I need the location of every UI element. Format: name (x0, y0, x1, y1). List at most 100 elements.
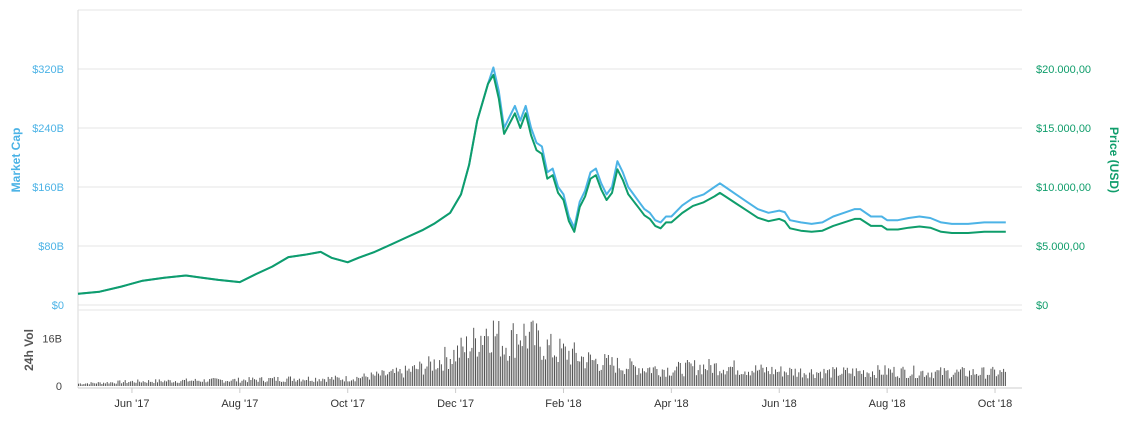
volume-bar (457, 345, 458, 386)
volume-bar (494, 336, 496, 386)
x-tick-label: Jun '18 (762, 398, 797, 410)
volume-bar (816, 372, 818, 386)
volume-bar (888, 368, 890, 386)
volume-bar (311, 380, 313, 386)
volume-bar (376, 371, 378, 386)
volume-bar (940, 367, 942, 386)
volume-bar (480, 335, 482, 386)
volume-bar (593, 360, 595, 386)
volume-bar (952, 374, 954, 386)
x-tick-label: Dec '17 (437, 398, 474, 410)
volume-bar (329, 378, 331, 386)
volume-bar (907, 377, 909, 386)
volume-bar (503, 354, 505, 386)
volume-bar (582, 356, 584, 386)
volume-bar (451, 364, 453, 386)
volume-bar (390, 370, 392, 386)
volume-bar (782, 376, 784, 386)
x-tick-label: Oct '17 (330, 398, 365, 410)
volume-bar (201, 381, 203, 386)
volume-bars (78, 320, 1006, 386)
volume-bar (113, 383, 115, 386)
volume-bar (410, 371, 412, 386)
volume-bar (660, 376, 661, 386)
volume-bar (785, 372, 787, 386)
volume-bar (803, 373, 805, 386)
volume-bar (539, 346, 541, 386)
volume-bar (471, 347, 473, 386)
volume-bar (171, 382, 173, 386)
volume-bar (140, 382, 142, 386)
volume-tick-label: 16B (42, 334, 62, 346)
volume-bar (854, 376, 855, 386)
volume-bar (721, 373, 723, 386)
volume-bar (354, 381, 356, 386)
volume-bar (507, 360, 509, 386)
volume-bar (699, 364, 701, 386)
volume-bar (198, 380, 200, 386)
volume-bar (649, 367, 651, 386)
volume-bar (464, 352, 466, 386)
volume-bar (325, 381, 327, 386)
volume-bar (295, 381, 297, 386)
volume-bar (690, 363, 692, 386)
x-tick-label: Aug '17 (221, 398, 258, 410)
right-tick-label: $10.000,00 (1036, 182, 1091, 194)
volume-bar (827, 370, 829, 386)
volume-bar (870, 376, 872, 386)
volume-bar (259, 377, 261, 386)
volume-bar (602, 365, 604, 386)
volume-bar (638, 368, 640, 386)
volume-bar (144, 382, 146, 386)
volume-bar (740, 374, 742, 386)
volume-bar (726, 371, 728, 386)
volume-bar (559, 338, 561, 386)
volume-bar (722, 369, 724, 386)
volume-bar (158, 379, 160, 386)
left-tick-label: $160B (32, 182, 64, 194)
volume-bar (879, 369, 881, 386)
volume-bar (692, 366, 694, 386)
volume-bar (306, 380, 308, 386)
volume-bar (509, 356, 511, 386)
volume-bar (270, 378, 272, 386)
volume-bar (839, 374, 841, 386)
left-tick-label: $320B (32, 64, 64, 76)
volume-bar (965, 375, 967, 386)
price-line (77, 73, 1006, 295)
volume-bar (651, 373, 652, 386)
volume-bar (620, 370, 622, 386)
volume-bar (501, 345, 503, 386)
volume-bar (322, 378, 324, 386)
volume-bar (298, 378, 300, 386)
volume-bar (343, 381, 345, 386)
volume-bar (685, 362, 687, 386)
volume-axis-title: 24h Vol (22, 329, 36, 371)
volume-bar (884, 365, 886, 386)
x-tick-label: Apr '18 (654, 398, 689, 410)
volume-bar (148, 380, 150, 386)
volume-bar (228, 381, 230, 386)
volume-bar (221, 380, 223, 386)
volume-bar (263, 380, 264, 386)
volume-bar (663, 369, 665, 386)
volume-bar (401, 373, 403, 386)
volume-bar (749, 375, 751, 386)
volume-bar (236, 381, 238, 386)
volume-bar (395, 367, 397, 386)
left-tick-label: $0 (52, 300, 64, 312)
volume-bar (273, 376, 275, 386)
volume-bar (387, 374, 388, 386)
volume-bar (412, 366, 414, 386)
volume-bar (712, 372, 714, 386)
grid-layer (77, 9, 1022, 393)
volume-bar (613, 365, 615, 386)
volume-bar (403, 377, 405, 386)
volume-bar (528, 331, 530, 386)
volume-bar (252, 377, 254, 386)
volume-bar (757, 370, 758, 386)
volume-bar (545, 359, 546, 386)
volume-bar (160, 381, 162, 386)
volume-bar (512, 323, 514, 386)
